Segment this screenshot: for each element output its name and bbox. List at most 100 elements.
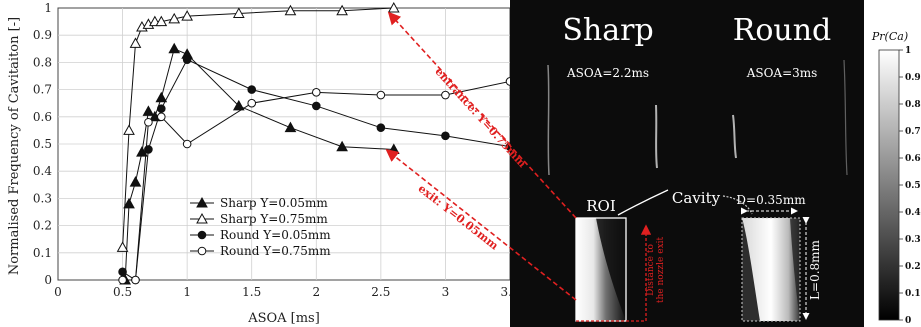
y-tick-labels: 0 0.1 0.2 0.3 0.4 0.5 0.6 0.7 0.8 0.9 1 bbox=[33, 1, 52, 287]
colorbar-tick-label: 0.6 bbox=[905, 154, 921, 164]
legend-marker bbox=[196, 196, 208, 208]
x-tick-label: 1.5 bbox=[242, 285, 261, 299]
colorbar-tick-label: 0.8 bbox=[905, 100, 921, 110]
legend-entry: Round Y=0.75mm bbox=[220, 244, 331, 258]
y-axis-label: Normalised Frequency of Cavitaiton [-] bbox=[7, 17, 22, 275]
data-point bbox=[118, 267, 127, 277]
colorbar-tick-label: 0.1 bbox=[905, 289, 921, 299]
data-point bbox=[144, 117, 153, 127]
data-point bbox=[129, 37, 142, 48]
data-point bbox=[247, 85, 257, 94]
sharp-title: Sharp bbox=[562, 13, 653, 48]
y-tick-label: 0 bbox=[44, 273, 52, 287]
data-point bbox=[336, 4, 348, 16]
colorbar: Pr(Ca) 1 0.9 0.8 0.7 0.6 0.5 0.4 0.3 0.2 0.1 0 bbox=[864, 0, 921, 327]
data-point bbox=[155, 15, 168, 27]
data-point bbox=[311, 101, 321, 111]
y-tick-label: 0.4 bbox=[33, 164, 52, 178]
colorbar-tick-label: 1 bbox=[905, 46, 911, 56]
grid-lines bbox=[58, 8, 510, 280]
colorbar-tick-label: 0.2 bbox=[905, 262, 921, 272]
x-tick-label: 2 bbox=[312, 285, 320, 299]
distance-label-1: Distance to bbox=[646, 244, 656, 296]
roi-label: ROI bbox=[586, 197, 616, 215]
y-tick-label: 0.1 bbox=[33, 246, 52, 260]
y-tick-label: 1 bbox=[44, 1, 52, 15]
nozzle-wall-streak bbox=[732, 114, 737, 159]
cavity-shape-round-right bbox=[790, 218, 800, 321]
cavity-curve-sharp bbox=[617, 189, 669, 216]
colorbar-tick-label: 0.3 bbox=[905, 235, 921, 245]
x-axis-label: ASOA [ms] bbox=[247, 311, 320, 326]
cavity-shape-sharp bbox=[596, 218, 626, 321]
y-tick-label: 0.5 bbox=[33, 137, 52, 151]
colorbar-gradient bbox=[878, 49, 900, 321]
colorbar-tick-label: 0.5 bbox=[905, 181, 921, 191]
legend-marker bbox=[197, 230, 207, 240]
data-point bbox=[441, 90, 450, 100]
data-point bbox=[182, 55, 192, 64]
round-title: Round bbox=[733, 13, 832, 48]
colorbar-title: Pr(Ca) bbox=[871, 30, 908, 43]
cavitation-image-panel: Sharp Round ASOA=2.2ms ASOA=3ms ROI Cavi… bbox=[510, 0, 864, 327]
data-point bbox=[441, 131, 450, 141]
colorbar-ticks: 1 0.9 0.8 0.7 0.6 0.5 0.4 0.3 0.2 0.1 0 bbox=[899, 46, 921, 326]
colorbar-tick-label: 0.9 bbox=[905, 73, 921, 83]
data-point bbox=[118, 275, 127, 285]
x-tick-labels: 00.511.522.533.5 bbox=[54, 285, 519, 299]
data-point bbox=[157, 104, 166, 113]
diameter-label: D=0.35mm bbox=[736, 193, 806, 207]
x-tick-label: 2.5 bbox=[371, 285, 390, 299]
data-point bbox=[129, 176, 142, 187]
round-asoa: ASOA=3ms bbox=[746, 66, 818, 80]
colorbar-tick-label: 0.7 bbox=[905, 127, 921, 137]
y-tick-label: 0.6 bbox=[33, 110, 52, 124]
data-point bbox=[182, 139, 192, 149]
data-point bbox=[284, 4, 297, 16]
nozzle-wall-streak bbox=[547, 64, 550, 176]
data-point bbox=[376, 90, 386, 100]
data-point bbox=[336, 140, 348, 152]
data-point bbox=[232, 7, 245, 18]
data-point bbox=[123, 124, 135, 135]
series-4 bbox=[118, 77, 515, 285]
nozzle-wall-streak bbox=[655, 104, 658, 169]
legend-entry: Sharp Y=0.75mm bbox=[220, 212, 328, 226]
legend-entry: Round Y=0.05mm bbox=[220, 228, 331, 242]
round-nozzle-box bbox=[741, 217, 801, 322]
legend-marker bbox=[196, 212, 208, 224]
cavitation-frequency-chart: 0 0.1 0.2 0.3 0.4 0.5 0.6 0.7 0.8 0.9 1 0 0.5 1 1.5 2 2… bbox=[7, 1, 520, 326]
data-point bbox=[284, 121, 297, 133]
entrance-connector bbox=[387, 11, 577, 219]
y-tick-label: 0.3 bbox=[33, 191, 52, 205]
data-point bbox=[168, 12, 181, 24]
data-point bbox=[142, 105, 155, 116]
data-point bbox=[311, 88, 321, 97]
data-point bbox=[157, 112, 166, 122]
x-tick-label: 0.5 bbox=[113, 285, 132, 299]
data-point bbox=[376, 123, 386, 132]
legend: Sharp Y=0.05mm Sharp Y=0.75mm Round Y=0.05… bbox=[190, 196, 331, 258]
legend-marker bbox=[197, 246, 207, 256]
data-point bbox=[168, 42, 181, 54]
data-point bbox=[155, 91, 168, 103]
cavity-label: Cavity bbox=[672, 189, 721, 207]
data-point bbox=[123, 197, 135, 209]
length-label: L=0.8mm bbox=[808, 239, 822, 299]
data-point bbox=[131, 275, 140, 285]
data-point bbox=[116, 241, 129, 252]
y-tick-label: 0.9 bbox=[33, 28, 52, 42]
data-point bbox=[181, 10, 193, 21]
nozzle-wall-streak bbox=[843, 59, 848, 176]
cavity-shape-round bbox=[742, 218, 760, 321]
data-point bbox=[136, 146, 148, 157]
x-tick-label: 3 bbox=[442, 285, 450, 299]
y-tick-label: 0.7 bbox=[33, 83, 52, 97]
data-point bbox=[247, 98, 257, 108]
data-point bbox=[232, 99, 245, 111]
x-tick-label: 0 bbox=[54, 285, 62, 299]
legend-entry: Sharp Y=0.05mm bbox=[220, 196, 328, 210]
distance-label-2: the nozzle exit bbox=[656, 236, 666, 303]
series-line bbox=[122, 59, 511, 281]
